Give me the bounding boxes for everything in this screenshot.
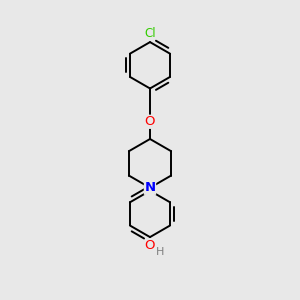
Text: N: N bbox=[144, 181, 156, 194]
Text: O: O bbox=[145, 239, 155, 253]
Text: O: O bbox=[145, 115, 155, 128]
Text: H: H bbox=[156, 247, 165, 256]
Text: Cl: Cl bbox=[144, 27, 156, 40]
